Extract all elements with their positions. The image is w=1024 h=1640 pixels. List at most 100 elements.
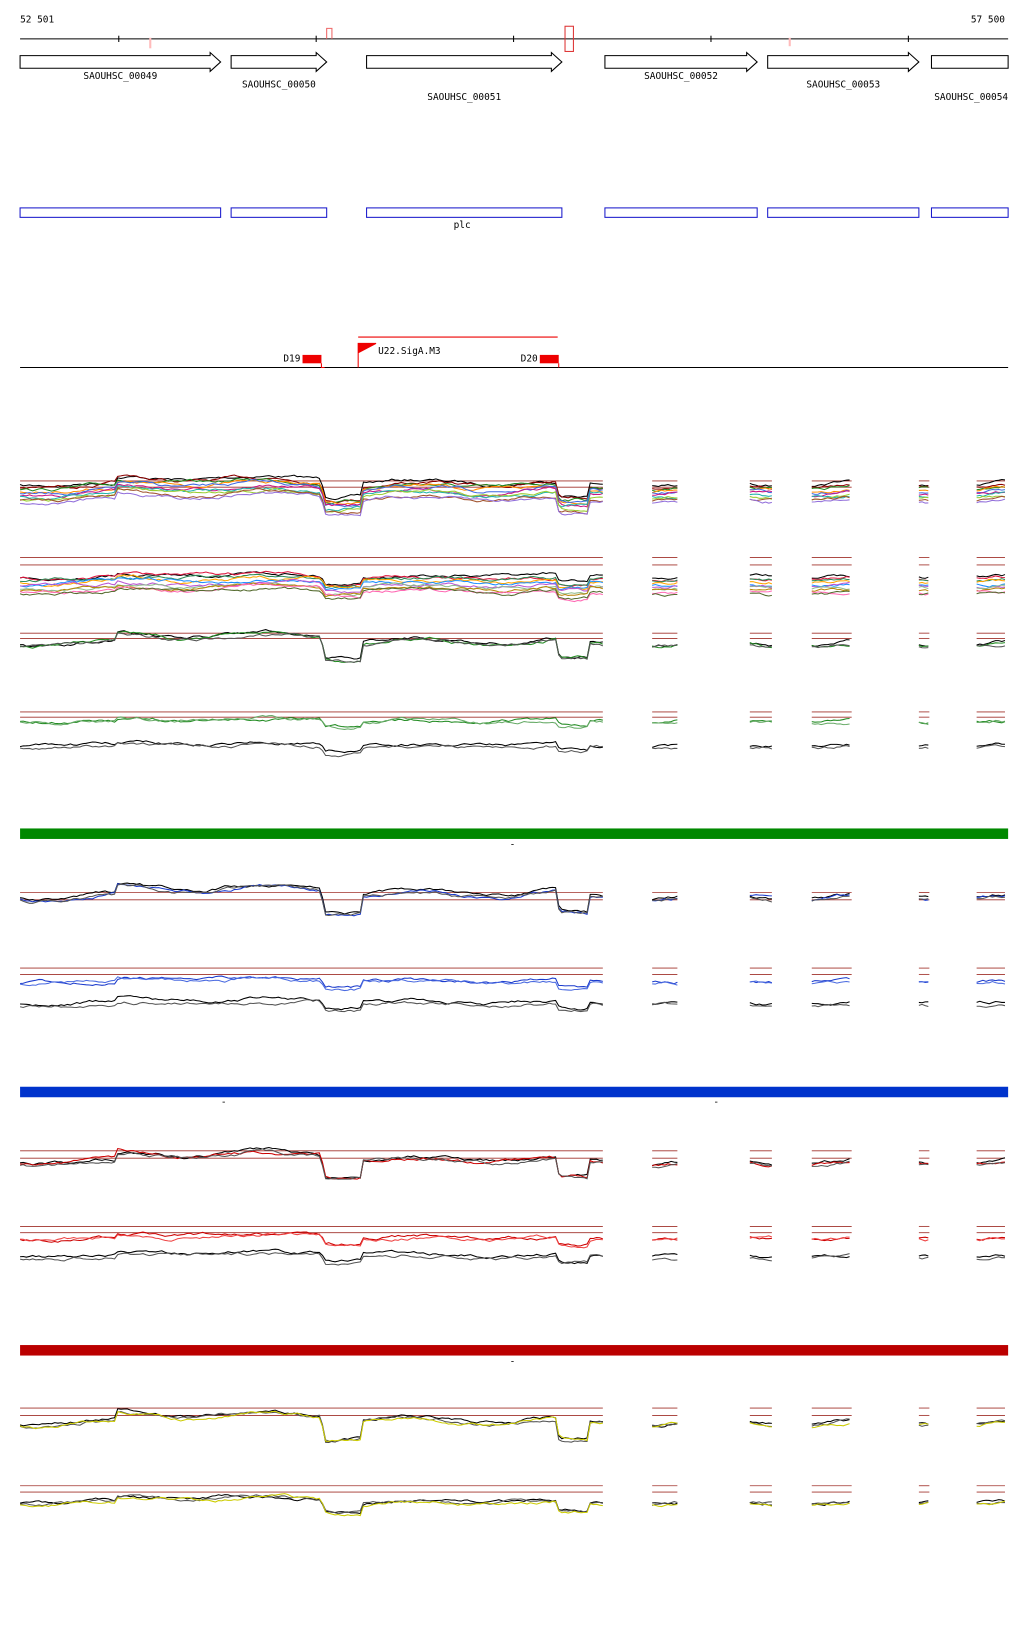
signal-line xyxy=(811,639,850,647)
gene-arrow xyxy=(930,55,1009,69)
signal-line xyxy=(651,582,678,585)
signal-line xyxy=(811,1160,850,1167)
signal-line xyxy=(918,579,929,582)
signal-line xyxy=(749,486,772,490)
signal-line xyxy=(19,1408,603,1443)
signal-line xyxy=(918,644,929,648)
signal-line xyxy=(976,485,1005,492)
signal-line xyxy=(976,1499,1006,1503)
signal-line xyxy=(918,493,929,496)
signal-line xyxy=(19,882,604,915)
signal-line xyxy=(19,883,603,917)
signal-line xyxy=(811,895,850,902)
signal-line xyxy=(918,576,929,579)
signal-line xyxy=(811,644,850,649)
signal-line xyxy=(651,1501,678,1506)
signal-line xyxy=(976,573,1006,578)
signal-line xyxy=(918,581,929,584)
signal-line xyxy=(20,1493,603,1517)
signal-line xyxy=(811,717,850,723)
signal-line xyxy=(918,1236,929,1239)
signal-line xyxy=(811,495,850,499)
signal-line xyxy=(749,592,772,597)
signal-line xyxy=(976,744,1006,749)
signal-line xyxy=(749,578,772,581)
signal-line xyxy=(652,593,678,597)
signal-line xyxy=(918,746,929,749)
cds-box xyxy=(366,207,563,218)
gene-label: SAOUHSC_00049 xyxy=(83,71,157,82)
signal-line xyxy=(811,490,850,498)
signal-line xyxy=(20,1248,603,1265)
signal-line xyxy=(918,1163,929,1166)
signal-line xyxy=(976,644,1006,648)
signal-line xyxy=(811,588,850,592)
signal-line xyxy=(20,479,603,507)
signal-line xyxy=(19,1148,603,1180)
signal-line xyxy=(918,589,929,592)
signal-line xyxy=(811,1502,850,1506)
signal-line xyxy=(652,981,678,986)
signal-line xyxy=(976,575,1005,580)
signal-line xyxy=(918,744,929,747)
signal-line xyxy=(976,895,1006,900)
section-label: - xyxy=(713,1097,719,1108)
signal-line xyxy=(918,584,929,587)
signal-line xyxy=(749,498,772,504)
signal-line xyxy=(652,644,678,649)
signal-line xyxy=(652,1253,678,1257)
signal-line xyxy=(976,495,1006,502)
signal-line xyxy=(976,742,1005,747)
signal-line xyxy=(976,980,1006,985)
signal-line xyxy=(749,573,772,577)
cds-box xyxy=(767,207,920,218)
signal-line xyxy=(918,895,929,898)
signal-line xyxy=(19,483,603,508)
signal-line xyxy=(19,1410,603,1442)
signal-line xyxy=(811,574,850,579)
signal-line xyxy=(749,745,773,748)
signal-line xyxy=(749,581,773,585)
signal-line xyxy=(749,1422,772,1428)
signal-line xyxy=(19,715,603,730)
signal-line xyxy=(652,577,678,580)
signal-line xyxy=(652,898,678,902)
signal-line xyxy=(811,977,850,983)
signal-line xyxy=(749,488,772,494)
signal-line xyxy=(652,721,678,724)
signal-line xyxy=(976,1500,1006,1506)
signal-line xyxy=(976,1256,1005,1261)
signal-line xyxy=(19,999,604,1013)
signal-line xyxy=(976,979,1006,983)
signal-line xyxy=(652,1163,678,1169)
signal-line xyxy=(749,1501,772,1504)
signal-line xyxy=(918,1254,929,1257)
region-label: D20 xyxy=(521,354,538,365)
gene-label: SAOUHSC_00053 xyxy=(806,80,880,91)
signal-line xyxy=(811,586,850,591)
signal-line xyxy=(20,1494,604,1515)
signal-line xyxy=(652,591,678,595)
signal-line xyxy=(976,1254,1006,1258)
signal-line xyxy=(811,1001,850,1006)
signal-line xyxy=(749,896,773,903)
signal-line xyxy=(811,577,850,582)
signal-line xyxy=(918,1500,929,1504)
cds-label: plc xyxy=(454,220,471,231)
signal-line xyxy=(918,498,929,502)
signal-line xyxy=(652,585,678,589)
signal-line xyxy=(811,479,850,487)
signal-line xyxy=(918,585,929,590)
section-label: - xyxy=(510,840,516,851)
gene-label: SAOUHSC_00051 xyxy=(427,92,501,103)
section-label: - xyxy=(221,1097,227,1108)
signal-line xyxy=(918,898,929,900)
signal-line xyxy=(976,1419,1006,1425)
gene-track: SAOUHSC_00049 SAOUHSC_00050 SAOUHSC_00051 S… xyxy=(19,51,1009,231)
signal-line xyxy=(749,495,773,500)
signal-line xyxy=(652,484,678,488)
signal-line xyxy=(811,1501,850,1505)
signal-line xyxy=(811,580,850,584)
